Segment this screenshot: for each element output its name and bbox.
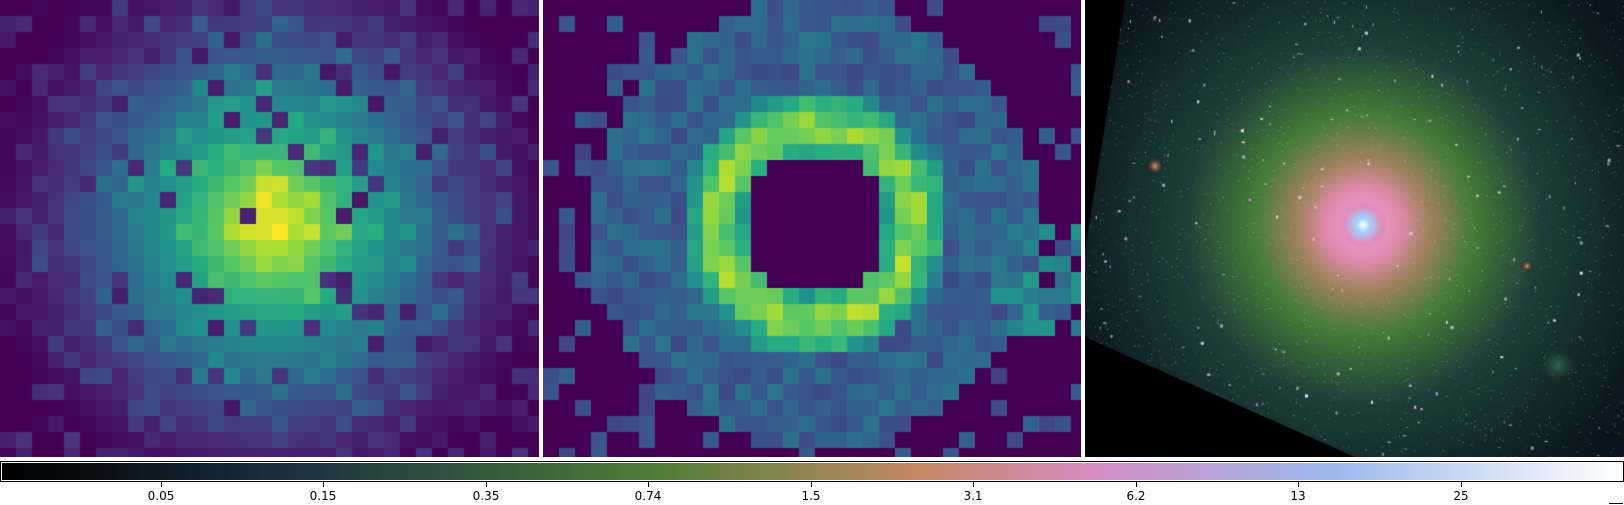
- colorbar-tick-mark: [486, 482, 487, 487]
- colorbar-tick-mark: [1136, 482, 1137, 487]
- colorbar-frame: [0, 461, 1624, 482]
- left-image-canvas: [0, 0, 539, 457]
- colorbar-tick-mark: [973, 482, 974, 487]
- colorbar-tick-mark: [1461, 482, 1462, 487]
- middle-image-panel: [543, 0, 1081, 457]
- right-image-canvas: [1085, 0, 1624, 457]
- colorbar-tick-mark: [161, 482, 162, 487]
- right-image-panel: [1085, 0, 1624, 457]
- colorbar-tick-label: 0.74: [634, 489, 662, 503]
- colorbar-tick-mark: [1298, 482, 1299, 487]
- colorbar-tick-label: 3.1: [963, 489, 983, 503]
- colorbar-tick-mark: [811, 482, 812, 487]
- colorbar-tick-label: 25: [1453, 489, 1469, 503]
- colorbar-tick-label: 0.05: [147, 489, 175, 503]
- colorbar: [2, 463, 1623, 480]
- colorbar-tick-label: 13: [1290, 489, 1306, 503]
- colorbar-tick-label: 1.5: [801, 489, 821, 503]
- colorbar-edge-tick: [1609, 503, 1623, 504]
- middle-image-canvas: [543, 0, 1081, 457]
- colorbar-tick-label: 0.15: [309, 489, 337, 503]
- colorbar-tick-label: 0.35: [472, 489, 500, 503]
- left-image-panel: [0, 0, 539, 457]
- colorbar-tick-label: 6.2: [1126, 489, 1146, 503]
- colorbar-tick-mark: [323, 482, 324, 487]
- colorbar-tick-mark: [648, 482, 649, 487]
